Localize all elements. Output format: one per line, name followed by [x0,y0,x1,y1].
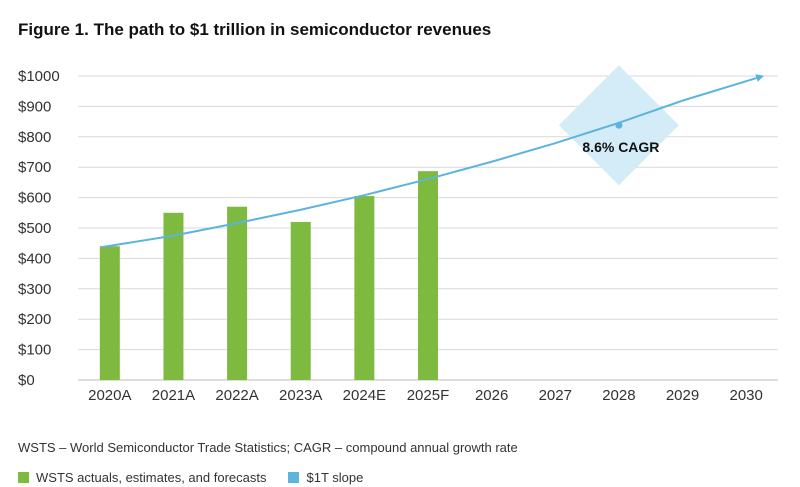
legend-item-bars: WSTS actuals, estimates, and forecasts [18,470,266,485]
y-tick-label: $500 [18,220,51,237]
x-tick-label: 2028 [602,387,635,404]
cagr-label: 8.6% CAGR [582,139,659,155]
bar [227,206,248,380]
y-tick-label: $800 [18,129,51,146]
x-tick-label: 2020A [88,387,131,404]
x-tick-label: 2026 [475,387,508,404]
x-tick-label: 2023A [279,387,322,404]
chart: $0 $100 $200 $300 $400 $500 $600 $700 $800 $900 $1… [18,65,778,404]
bar [99,246,120,380]
y-tick-label: $0 [18,372,35,389]
x-tick-label: 2027 [539,387,572,404]
legend: WSTS actuals, estimates, and forecasts $… [18,470,385,485]
x-tick-label: 2024E [343,387,386,404]
x-tick-label: 2029 [666,387,699,404]
x-tick-label: 2021A [152,387,195,404]
x-tick-label: 2022A [215,387,258,404]
y-tick-label: $400 [18,250,51,267]
cagr-point [615,121,623,129]
y-tick-label: $700 [18,159,51,176]
source-note: WSTS – World Semiconductor Trade Statist… [18,440,518,455]
legend-swatch-bars [18,472,29,483]
legend-label-bars: WSTS actuals, estimates, and forecasts [36,470,267,485]
y-tick-label: $600 [18,190,51,207]
legend-label-line: $1T slope [306,470,364,485]
slope-line [101,74,765,249]
y-tick-label: $900 [18,98,51,115]
y-tick-label: $200 [18,311,51,328]
x-tick-label: 2030 [729,387,762,404]
y-tick-label: $300 [18,281,51,298]
y-tick-label: $1000 [18,68,60,85]
legend-item-line: $1T slope [288,470,363,485]
legend-swatch-line [288,472,300,483]
bar [354,196,375,380]
x-tick-label: 2025F [407,387,450,404]
bar [163,212,184,380]
chart-title: Figure 1. The path to $1 trillion in sem… [18,20,492,39]
bar [418,171,438,380]
bar [290,221,311,380]
y-tick-label: $100 [18,342,51,359]
